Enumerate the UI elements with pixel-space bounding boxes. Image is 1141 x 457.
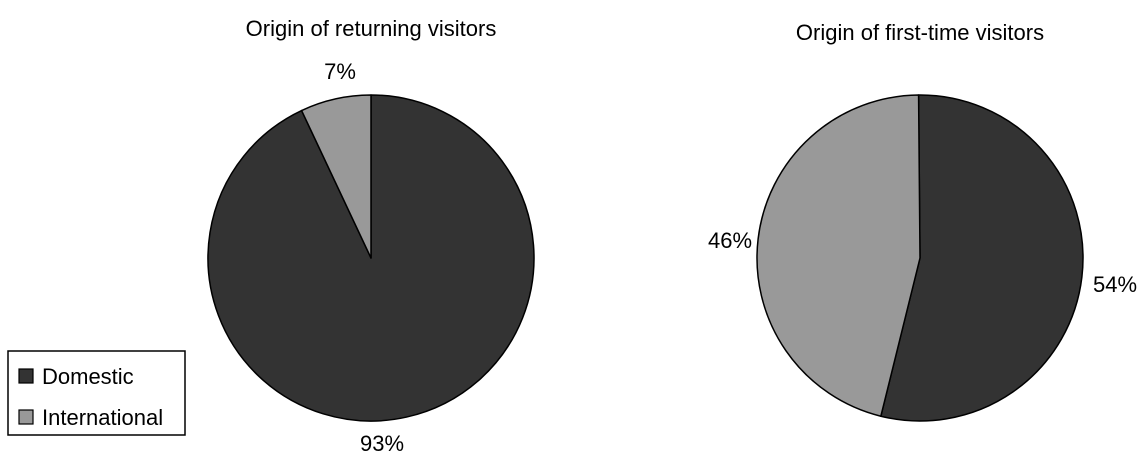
legend-box: [7, 350, 186, 436]
pie-slice-international: [300, 94, 372, 259]
legend-swatch-domestic: [18, 368, 34, 384]
data-label-domestic: 93%: [360, 431, 404, 456]
legend-label-international: International: [42, 405, 163, 430]
data-label-international: 46%: [708, 228, 752, 253]
pie-slice-domestic: [880, 94, 1084, 422]
data-label-domestic: 54%: [1093, 272, 1137, 297]
pie-first-time: [756, 94, 1084, 422]
returning-visitors-chart: Origin of returning visitors 93% 7%: [207, 16, 535, 456]
pie-slice-international: [756, 94, 921, 417]
first-time-visitors-chart: Origin of first-time visitors 54% 46%: [708, 20, 1137, 422]
legend: Domestic International: [7, 350, 186, 436]
pie-returning: [207, 94, 535, 422]
legend-label-domestic: Domestic: [42, 364, 134, 389]
legend-swatch-international: [18, 409, 34, 425]
data-label-international: 7%: [324, 59, 356, 84]
chart-title-first-time: Origin of first-time visitors: [796, 20, 1044, 45]
chart-title-returning: Origin of returning visitors: [246, 16, 497, 41]
